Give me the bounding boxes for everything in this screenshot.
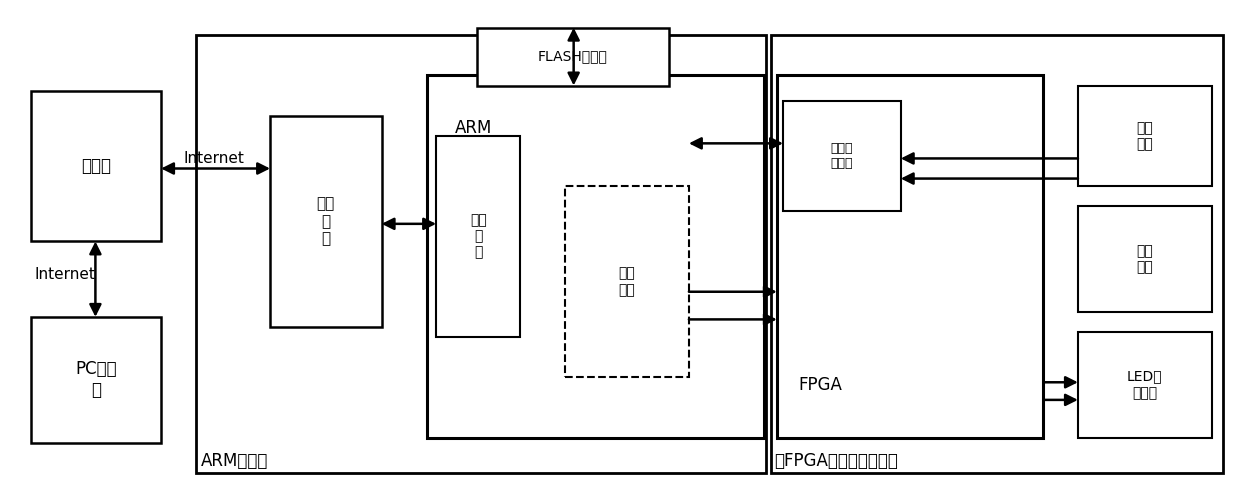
FancyBboxPatch shape (1078, 86, 1212, 186)
FancyBboxPatch shape (783, 101, 901, 211)
Text: 开关
按键: 开关 按键 (1136, 121, 1154, 151)
Text: PC客户
端: PC客户 端 (76, 360, 116, 399)
FancyBboxPatch shape (270, 116, 382, 327)
FancyBboxPatch shape (31, 317, 161, 443)
Text: FLASH存储器: FLASH存储器 (538, 50, 608, 63)
FancyBboxPatch shape (777, 75, 1043, 438)
Text: ARM客户端: ARM客户端 (201, 452, 268, 470)
FancyBboxPatch shape (196, 35, 766, 473)
Text: 服务器: 服务器 (81, 157, 112, 175)
FancyBboxPatch shape (31, 91, 161, 241)
Text: 网卡
电
路: 网卡 电 路 (317, 196, 335, 246)
Text: 网络
接
口: 网络 接 口 (470, 213, 487, 260)
FancyBboxPatch shape (427, 75, 764, 438)
Text: 仿真
外设: 仿真 外设 (618, 267, 636, 297)
FancyBboxPatch shape (1078, 332, 1212, 438)
Text: FPGA: FPGA (798, 376, 843, 394)
Text: 被动配
置接口: 被动配 置接口 (830, 142, 854, 170)
Text: （FPGA远程实验板卡）: （FPGA远程实验板卡） (774, 452, 898, 470)
Text: Internet: Internet (35, 267, 95, 282)
Text: ARM: ARM (455, 119, 492, 137)
FancyBboxPatch shape (1078, 206, 1212, 312)
Text: LED灯
数码管: LED灯 数码管 (1127, 370, 1162, 400)
FancyBboxPatch shape (771, 35, 1223, 473)
Text: Internet: Internet (183, 151, 244, 166)
Text: 实验
外设: 实验 外设 (1136, 244, 1154, 274)
FancyBboxPatch shape (477, 28, 669, 86)
FancyBboxPatch shape (565, 186, 689, 377)
FancyBboxPatch shape (436, 136, 520, 337)
